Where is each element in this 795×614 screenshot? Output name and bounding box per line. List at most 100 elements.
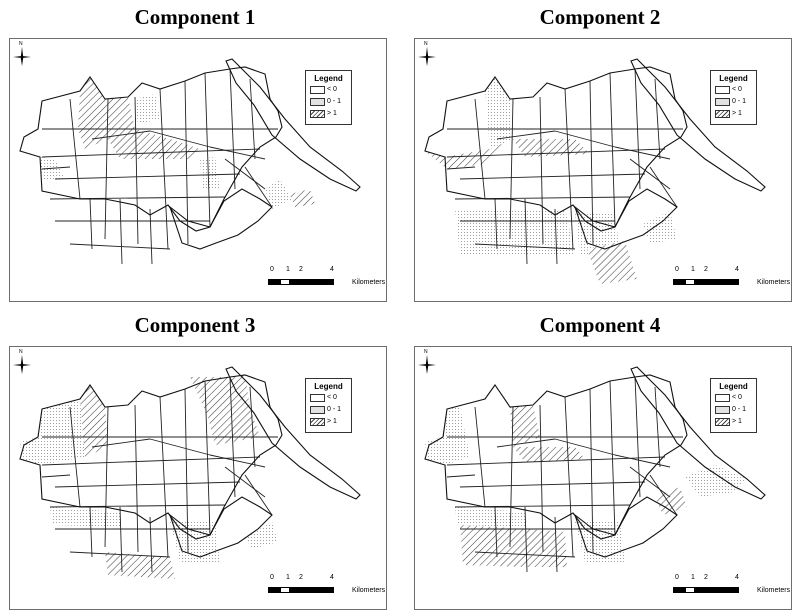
map-panel-3: Component 3 Legend < 0 0 - 1 > 1 0 1 2 4 [0,308,390,613]
district-boundary [496,130,556,140]
district-boundary [609,72,616,228]
region-gt1 [290,189,315,207]
legend-title: Legend [314,74,343,83]
scale-unit: Kilometers [757,279,791,286]
region-gt1 [425,139,513,169]
district-boundary [634,68,641,190]
district-boundary [134,96,139,245]
region-0-1 [425,407,470,465]
district-boundary [564,396,574,558]
district-boundary [509,406,514,548]
district-boundary [119,198,123,265]
scale-bar: 0 1 2 4 Kilometers [268,264,385,294]
region-gt1 [105,552,175,579]
swatch-hatched-icon [715,110,730,118]
legend-item-0-1: 0 - 1 [310,98,341,106]
district-boundary [496,438,556,448]
legend-item-0-1: 0 - 1 [715,406,746,414]
swatch-blank-icon [310,86,325,94]
region-gt1 [587,241,637,284]
region-0-1 [50,507,122,527]
scale-tick: 2 [704,266,708,273]
district-boundary [629,158,671,190]
district-boundary [634,376,641,498]
district-boundary [229,376,236,498]
district-boundary [459,481,646,488]
district-boundary [524,198,528,265]
north-arrow-icon: N [13,41,31,66]
scale-segment [707,587,739,593]
map-panel-1: Component 1 Legend < 0 0 - 1 > 1 0 1 2 4 [0,0,390,305]
district-boundary [459,173,646,180]
legend-item-0-1: 0 - 1 [715,98,746,106]
district-boundary [629,466,671,498]
region-0-1 [485,77,513,149]
scale-tick: 2 [299,574,303,581]
swatch-hatched-icon [715,418,730,426]
district-boundary [249,78,256,160]
district-boundary [649,474,678,516]
district-boundary [41,166,71,170]
svg-text:N: N [19,349,23,355]
scale-segment [302,587,334,593]
map-legend: Legend < 0 0 - 1 > 1 [305,70,352,125]
region-0-1 [455,209,575,254]
map-legend: Legend < 0 0 - 1 > 1 [710,378,757,433]
district-boundary [446,474,476,478]
legend-item-lt0: < 0 [310,394,337,402]
district-boundary [474,406,486,508]
map-legend: Legend < 0 0 - 1 > 1 [710,70,757,125]
swatch-blank-icon [715,394,730,402]
region-gt1 [525,529,567,567]
district-boundary [589,388,594,553]
map-frame: Legend < 0 0 - 1 > 1 0 1 2 4 Kilometers … [414,346,792,610]
district-boundary [539,404,544,553]
map-panel-2: Component 2 Legend < 0 0 - 1 > 1 0 1 2 4 [405,0,795,305]
district-boundary [244,166,273,208]
district-boundary [474,98,486,200]
legend-item-gt1: > 1 [310,418,337,426]
swatch-dotted-icon [310,98,325,106]
panel-title: Component 3 [134,313,256,337]
region-gt1 [80,385,108,457]
district-boundary [69,406,81,508]
svg-text:N: N [424,349,428,355]
district-boundary [554,516,558,573]
district-map [424,58,766,284]
district-boundary [149,438,211,456]
district-boundary [589,80,594,245]
swatch-blank-icon [715,86,730,94]
scale-tick: 1 [691,574,695,581]
scale-tick: 1 [691,266,695,273]
district-boundary [54,481,241,488]
swatch-dotted-icon [310,406,325,414]
district-boundary [614,146,671,160]
district-boundary [564,88,574,250]
district-boundary [159,88,169,250]
scale-unit: Kilometers [757,587,791,594]
district-boundary [104,406,109,548]
district-boundary [69,551,171,558]
scale-segment [280,587,290,593]
scale-segment [290,279,302,285]
scale-tick: 0 [270,574,274,581]
svg-text:N: N [19,41,23,47]
region-0-1 [685,465,747,497]
district-boundary [509,98,514,240]
region-0-1 [20,151,65,179]
region-gt1 [460,525,527,567]
legend-item-lt0: < 0 [310,86,337,94]
region-gt1 [513,447,585,462]
district-boundary [609,380,616,536]
swatch-hatched-icon [310,110,325,118]
district-boundary [91,130,151,140]
scale-segment [280,279,290,285]
region-0-1 [170,522,220,562]
scale-segment [685,587,695,593]
region-gt1 [510,405,540,447]
district-boundary [554,438,616,456]
scale-tick: 4 [735,266,739,273]
district-boundary [654,386,661,468]
legend-item-gt1: > 1 [310,110,337,118]
region-0-1 [265,179,292,209]
